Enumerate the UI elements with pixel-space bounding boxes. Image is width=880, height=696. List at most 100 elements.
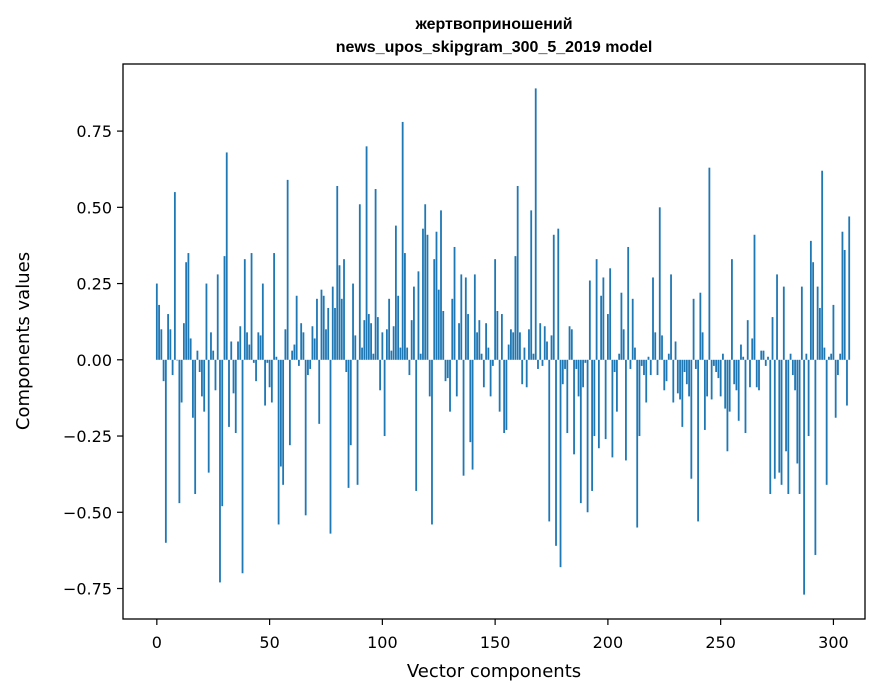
bar-component-234 bbox=[683, 359, 686, 372]
bar-component-306 bbox=[846, 359, 848, 406]
bar-component-41 bbox=[248, 344, 251, 360]
bar-component-90 bbox=[358, 204, 361, 360]
bar-component-132 bbox=[453, 246, 456, 360]
bar-component-118 bbox=[422, 228, 424, 360]
bar-component-117 bbox=[419, 353, 422, 360]
bar-component-23 bbox=[207, 359, 210, 473]
bar-component-251 bbox=[722, 353, 724, 360]
bar-component-40 bbox=[246, 332, 248, 360]
bar-component-297 bbox=[825, 359, 828, 485]
bar-component-201 bbox=[609, 268, 612, 360]
bar-component-45 bbox=[257, 332, 260, 360]
bar-component-148 bbox=[489, 359, 492, 397]
x-tick-label: 250 bbox=[705, 633, 736, 652]
bar-component-282 bbox=[791, 359, 794, 376]
bar-component-22 bbox=[205, 283, 208, 360]
bar-component-206 bbox=[620, 292, 623, 360]
bar-component-232 bbox=[679, 359, 681, 400]
bar-component-85 bbox=[347, 359, 350, 488]
bar-component-249 bbox=[717, 359, 720, 379]
chart-title-line1: жертвоприношений bbox=[414, 16, 572, 33]
bar-component-6 bbox=[169, 329, 172, 360]
bar-component-228 bbox=[670, 274, 672, 360]
bar-component-35 bbox=[234, 359, 237, 433]
plot-frame bbox=[122, 63, 866, 620]
bar-component-180 bbox=[561, 359, 564, 385]
bar-component-225 bbox=[663, 359, 666, 391]
bar-component-76 bbox=[327, 307, 330, 360]
bar-component-210 bbox=[629, 359, 632, 369]
bar-component-104 bbox=[390, 350, 393, 360]
bar-component-265 bbox=[753, 234, 756, 360]
bar-component-73 bbox=[320, 289, 323, 360]
bar-component-158 bbox=[512, 332, 515, 360]
y-tick-label: −0.75 bbox=[63, 580, 112, 599]
bar-component-110 bbox=[404, 253, 406, 360]
bar-component-59 bbox=[288, 359, 291, 446]
bar-component-123 bbox=[433, 259, 436, 360]
bar-component-49 bbox=[266, 359, 269, 363]
bar-component-274 bbox=[773, 359, 776, 479]
bar-component-211 bbox=[631, 298, 634, 360]
bar-component-177 bbox=[555, 359, 557, 546]
bar-component-193 bbox=[591, 359, 593, 491]
bar-component-287 bbox=[803, 359, 805, 595]
bar-component-87 bbox=[352, 283, 354, 360]
bar-component-298 bbox=[828, 356, 830, 360]
bar-component-286 bbox=[800, 286, 803, 360]
bar-component-190 bbox=[584, 359, 587, 363]
bar-component-152 bbox=[498, 359, 501, 412]
bar-component-27 bbox=[216, 274, 219, 360]
bar-component-29 bbox=[221, 359, 224, 507]
bar-component-67 bbox=[307, 359, 309, 376]
bar-component-194 bbox=[593, 359, 596, 437]
bar-component-105 bbox=[392, 326, 395, 360]
bar-component-126 bbox=[440, 210, 442, 360]
x-tick-label: 150 bbox=[480, 633, 511, 652]
bar-component-276 bbox=[778, 359, 781, 473]
bar-component-150 bbox=[494, 259, 497, 360]
bar-component-145 bbox=[482, 359, 485, 388]
bar-component-3 bbox=[162, 359, 165, 382]
bar-component-189 bbox=[582, 359, 584, 388]
bar-component-255 bbox=[731, 259, 733, 360]
bar-component-220 bbox=[652, 277, 654, 360]
bar-component-38 bbox=[241, 359, 244, 574]
bar-component-238 bbox=[692, 298, 695, 360]
bar-component-239 bbox=[694, 359, 697, 369]
bar-component-16 bbox=[192, 359, 194, 418]
bar-component-96 bbox=[372, 353, 375, 360]
bar-component-266 bbox=[755, 359, 758, 388]
bar-component-300 bbox=[832, 304, 835, 360]
bar-component-196 bbox=[597, 359, 600, 449]
bar-component-133 bbox=[455, 359, 458, 397]
bar-component-138 bbox=[467, 314, 469, 360]
bar-component-125 bbox=[437, 289, 440, 360]
bar-component-161 bbox=[519, 332, 521, 360]
bar-component-88 bbox=[354, 335, 357, 360]
bar-component-166 bbox=[530, 210, 533, 360]
bar-component-222 bbox=[656, 359, 659, 376]
bar-component-17 bbox=[194, 359, 197, 494]
bar-component-256 bbox=[733, 359, 736, 385]
bar-component-284 bbox=[796, 359, 799, 464]
bar-component-219 bbox=[649, 359, 652, 376]
bar-component-153 bbox=[500, 314, 503, 360]
bar-component-289 bbox=[807, 359, 810, 437]
bar-component-231 bbox=[676, 359, 679, 394]
bar-component-186 bbox=[575, 359, 578, 369]
bar-component-128 bbox=[444, 359, 447, 382]
bar-component-124 bbox=[435, 231, 438, 360]
bar-component-151 bbox=[496, 311, 499, 360]
bar-component-181 bbox=[564, 359, 566, 369]
bar-component-4 bbox=[164, 359, 167, 543]
bar-component-216 bbox=[643, 359, 645, 376]
x-tick-label: 200 bbox=[593, 633, 624, 652]
bar-component-296 bbox=[823, 347, 826, 360]
bar-component-263 bbox=[749, 359, 751, 388]
bar-component-278 bbox=[782, 286, 785, 360]
bar-component-78 bbox=[331, 286, 334, 360]
bar-component-75 bbox=[325, 329, 327, 360]
bar-component-5 bbox=[167, 314, 169, 360]
bar-component-32 bbox=[228, 359, 230, 427]
